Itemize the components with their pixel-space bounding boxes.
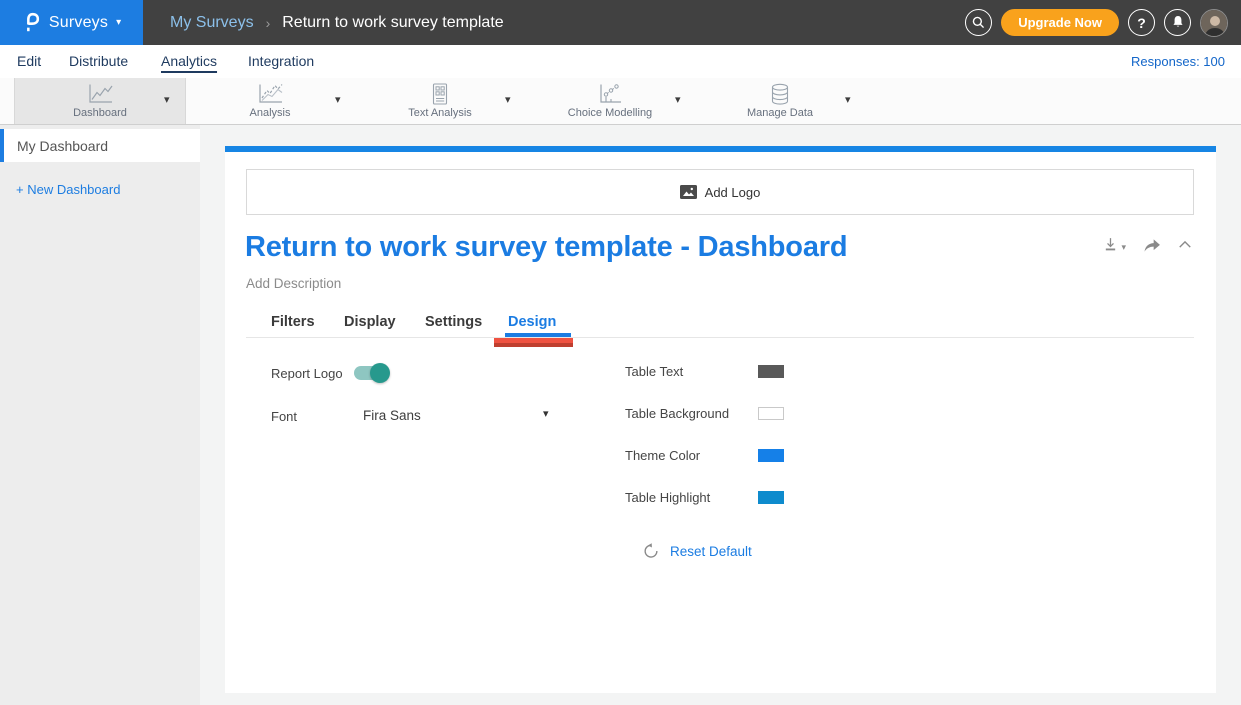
sidebar-item-label: My Dashboard bbox=[17, 137, 109, 154]
image-icon bbox=[679, 183, 697, 201]
theme-color-label: Theme Color bbox=[625, 447, 701, 463]
add-logo-label: Add Logo bbox=[704, 184, 761, 200]
choice-modelling-dropdown-caret[interactable]: ▾ bbox=[675, 94, 681, 106]
dashboard-card: Add Logo Return to work survey template … bbox=[225, 146, 1216, 693]
line-chart-icon bbox=[25, 83, 175, 106]
font-label: Font bbox=[271, 409, 298, 424]
chevron-down-icon: ▾ bbox=[116, 16, 122, 28]
active-tool-highlight bbox=[14, 78, 186, 124]
font-select[interactable]: Fira Sans bbox=[363, 408, 421, 423]
bell-icon bbox=[1171, 14, 1185, 32]
report-logo-toggle[interactable] bbox=[354, 363, 390, 383]
product-name: Surveys bbox=[48, 13, 109, 31]
upgrade-now-button[interactable]: Upgrade Now bbox=[1001, 9, 1119, 36]
dashboard-dropdown-caret[interactable]: ▾ bbox=[164, 94, 170, 106]
card-actions: ▾ bbox=[1102, 236, 1192, 253]
table-highlight-swatch[interactable] bbox=[758, 490, 784, 504]
responses-count[interactable]: Responses: 100 bbox=[1131, 54, 1225, 69]
tabs-divider bbox=[246, 337, 1194, 338]
font-select-caret[interactable]: ▾ bbox=[543, 408, 549, 420]
survey-nav: Edit Distribute Analytics Integration Re… bbox=[0, 45, 1241, 78]
top-header: Surveys ▾ My Surveys › Return to work su… bbox=[0, 0, 1241, 45]
search-icon bbox=[971, 14, 986, 32]
product-switcher[interactable]: Surveys ▾ bbox=[0, 0, 143, 45]
header-controls: Upgrade Now ? bbox=[965, 0, 1228, 45]
help-button[interactable]: ? bbox=[1128, 9, 1155, 36]
tab-display[interactable]: Display bbox=[344, 314, 396, 330]
tool-dashboard-label: Dashboard bbox=[73, 107, 127, 119]
document-grid-icon bbox=[365, 83, 515, 106]
breadcrumb-my-surveys[interactable]: My Surveys bbox=[170, 13, 254, 31]
tab-edit[interactable]: Edit bbox=[17, 53, 42, 69]
table-text-label: Table Text bbox=[625, 363, 684, 379]
dashboard-sidebar: My Dashboard + New Dashboard bbox=[0, 125, 200, 705]
tool-dashboard[interactable]: Dashboard bbox=[25, 83, 175, 119]
table-background-label: Table Background bbox=[625, 405, 730, 421]
chevron-up-icon bbox=[1179, 240, 1191, 248]
questionpro-logo-icon bbox=[22, 11, 41, 34]
text-analysis-dropdown-caret[interactable]: ▾ bbox=[505, 94, 511, 106]
table-background-swatch[interactable] bbox=[758, 406, 784, 420]
tool-choice-modelling-label: Choice Modelling bbox=[567, 107, 653, 119]
tool-choice-modelling[interactable]: Choice Modelling bbox=[535, 83, 685, 119]
breadcrumb-current-survey: Return to work survey template bbox=[282, 13, 504, 31]
breadcrumb: My Surveys › Return to work survey templ… bbox=[170, 0, 504, 45]
analysis-dropdown-caret[interactable]: ▾ bbox=[335, 94, 341, 106]
upgrade-now-label: Upgrade Now bbox=[1018, 15, 1102, 30]
color-row-theme-color: Theme Color bbox=[625, 446, 784, 464]
tool-analysis-label: Analysis bbox=[249, 107, 291, 119]
database-icon bbox=[705, 83, 855, 106]
card-accent-bar bbox=[225, 146, 1216, 152]
download-options-caret: ▾ bbox=[1121, 242, 1126, 252]
collapse-button[interactable] bbox=[1178, 240, 1192, 249]
notifications-button[interactable] bbox=[1164, 9, 1191, 36]
user-avatar[interactable] bbox=[1200, 8, 1228, 37]
new-dashboard-button[interactable]: + New Dashboard bbox=[16, 182, 200, 197]
scatter-chart-icon bbox=[535, 83, 685, 106]
tool-manage-data[interactable]: Manage Data bbox=[705, 83, 855, 119]
active-tab-underline bbox=[505, 333, 571, 337]
color-row-table-background: Table Background bbox=[625, 404, 784, 422]
tool-text-analysis[interactable]: Text Analysis bbox=[365, 83, 515, 119]
tab-analytics[interactable]: Analytics bbox=[161, 53, 218, 69]
tab-settings[interactable]: Settings bbox=[425, 314, 483, 330]
color-row-table-highlight: Table Highlight bbox=[625, 488, 784, 506]
color-row-table-text: Table Text bbox=[625, 362, 784, 380]
tool-text-analysis-label: Text Analysis bbox=[408, 107, 472, 119]
add-description-field[interactable]: Add Description bbox=[246, 276, 342, 291]
reset-default-label: Reset Default bbox=[670, 543, 752, 559]
search-button[interactable] bbox=[965, 9, 993, 36]
sidebar-item-my-dashboard[interactable]: My Dashboard bbox=[0, 129, 200, 162]
analytics-toolbar: Dashboard ▾ Analysis ▾ bbox=[0, 78, 1241, 125]
table-text-swatch[interactable] bbox=[758, 364, 784, 378]
trend-chart-icon bbox=[195, 83, 345, 106]
tab-filters[interactable]: Filters bbox=[271, 314, 315, 330]
theme-color-swatch[interactable] bbox=[758, 448, 784, 462]
share-icon bbox=[1144, 239, 1160, 252]
share-button[interactable] bbox=[1142, 236, 1162, 253]
download-icon bbox=[1106, 238, 1116, 251]
reset-default-button[interactable]: Reset Default bbox=[643, 542, 752, 560]
avatar-photo bbox=[1201, 9, 1227, 36]
reset-icon bbox=[643, 542, 659, 560]
question-mark-icon: ? bbox=[1137, 14, 1146, 31]
tab-design[interactable]: Design bbox=[508, 314, 557, 330]
tool-analysis[interactable]: Analysis bbox=[195, 83, 345, 119]
tab-integration[interactable]: Integration bbox=[248, 53, 315, 69]
toggle-knob bbox=[370, 363, 390, 383]
dashboard-title[interactable]: Return to work survey template - Dashboa… bbox=[245, 231, 848, 263]
report-logo-label: Report Logo bbox=[271, 366, 343, 381]
tab-distribute[interactable]: Distribute bbox=[69, 53, 129, 69]
tool-manage-data-label: Manage Data bbox=[746, 107, 814, 119]
table-highlight-label: Table Highlight bbox=[625, 489, 711, 505]
download-button[interactable]: ▾ bbox=[1102, 236, 1126, 253]
click-annotation-marker bbox=[494, 338, 573, 347]
breadcrumb-separator: › bbox=[265, 14, 271, 31]
add-logo-button[interactable]: Add Logo bbox=[246, 169, 1194, 215]
new-dashboard-label: + New Dashboard bbox=[16, 182, 121, 197]
manage-data-dropdown-caret[interactable]: ▾ bbox=[845, 94, 851, 106]
